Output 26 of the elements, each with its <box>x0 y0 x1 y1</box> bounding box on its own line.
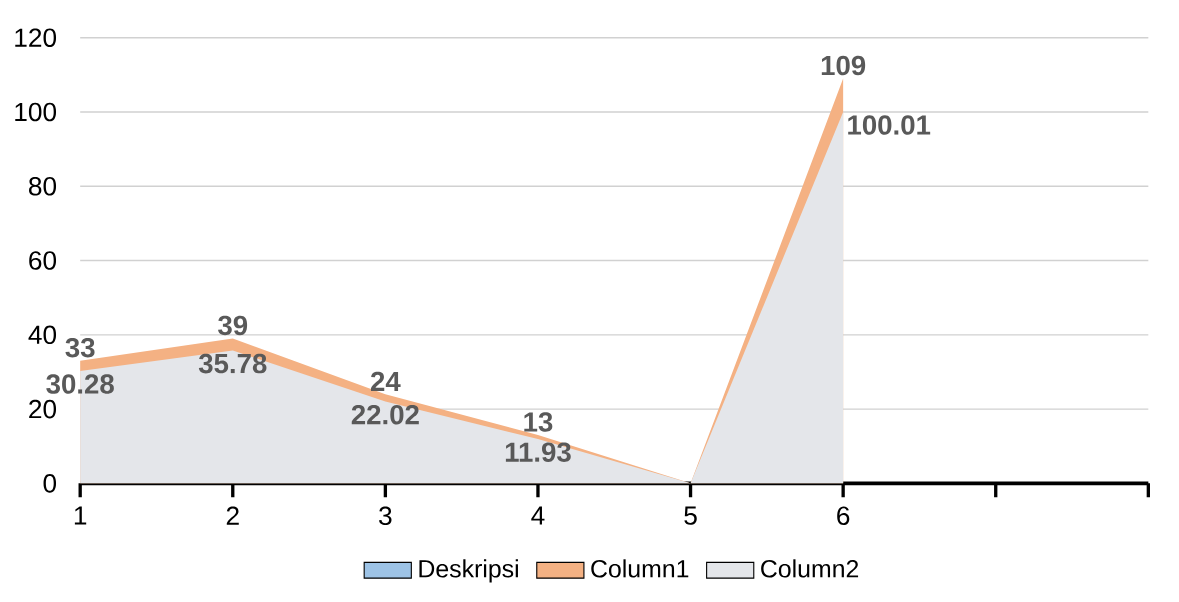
data-label: 13 <box>524 412 553 432</box>
y-tick-label: 20 <box>29 399 57 419</box>
legend-label: Column2 <box>761 559 859 578</box>
x-tick-label: 2 <box>226 506 239 525</box>
y-tick-label: 60 <box>29 251 57 270</box>
x-tick-label: 3 <box>379 506 392 526</box>
y-tick-label: 0 <box>43 474 57 493</box>
data-label: 109 <box>821 55 866 76</box>
data-label: 35.78 <box>198 353 267 374</box>
x-tick-label: 1 <box>74 506 87 525</box>
y-tick-label: 40 <box>28 325 57 345</box>
data-label: 24 <box>370 371 401 391</box>
data-label: 30.28 <box>46 374 114 394</box>
data-label: 39 <box>218 315 248 336</box>
y-tick-label: 80 <box>29 176 57 196</box>
x-tick-label: 4 <box>531 506 545 525</box>
y-tick-label: 100 <box>15 102 57 122</box>
data-label: 22.02 <box>351 404 419 425</box>
x-tick-label: 6 <box>837 506 850 526</box>
x-tick-label: 5 <box>684 506 697 525</box>
legend-label: Deskripsi <box>419 559 518 583</box>
y-tick-label: 120 <box>15 28 57 47</box>
data-label: 11.93 <box>505 442 571 462</box>
data-label: 33 <box>65 337 95 358</box>
data-label: 100.01 <box>848 115 931 135</box>
legend-label: Column1 <box>591 559 689 578</box>
